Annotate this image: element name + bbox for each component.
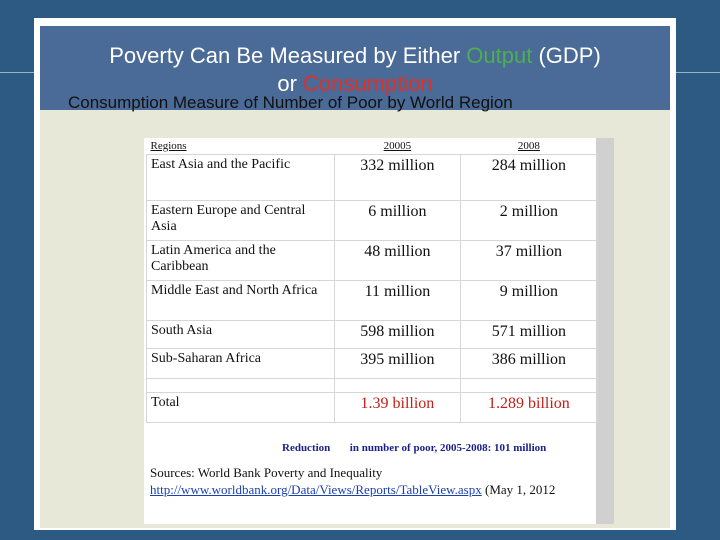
table-total-row: Total 1.39 billion 1.289 billion [146, 392, 599, 423]
title-output: Output [466, 43, 533, 68]
region-cell: Middle East and North Africa [146, 280, 335, 321]
sources-date: (May 1, 2012 [485, 482, 556, 497]
value-cell: 2 million [459, 200, 599, 241]
table-panel-edge [596, 138, 614, 524]
value-cell: 598 million [334, 320, 461, 349]
value-cell: 9 million [459, 280, 599, 321]
sources-note: Sources: World Bank Poverty and Inequali… [150, 464, 600, 498]
reduction-note: Reduction in number of poor, 2005-2008: … [282, 442, 602, 454]
reduction-text: in number of poor, 2005-2008: 101 millio… [349, 442, 547, 454]
slide-title: Poverty Can Be Measured by Either Output… [40, 42, 670, 98]
table-row: Sub-Saharan Africa 395 million 386 milli… [146, 348, 599, 379]
table-header-row: Regions 20005 2008 [147, 138, 598, 155]
table-row: Middle East and North Africa 11 million … [146, 280, 599, 321]
value-cell: 6 million [334, 200, 461, 241]
region-cell: Sub-Saharan Africa [146, 348, 335, 379]
region-cell: Eastern Europe and Central Asia [146, 200, 335, 241]
poverty-table: Regions 20005 2008 East Asia and the Pac… [146, 138, 599, 423]
value-cell: 284 million [459, 154, 599, 201]
title-consumption: Consumption [303, 71, 433, 96]
spacer-cell [459, 378, 599, 393]
table-row: Latin America and the Caribbean 48 milli… [146, 240, 599, 281]
value-cell: 37 million [459, 240, 599, 281]
table-row: East Asia and the Pacific 332 million 28… [146, 154, 599, 201]
spacer-cell [334, 378, 461, 393]
title-part1: Poverty Can Be Measured by Either [109, 43, 467, 68]
header-year-1: 20005 [383, 140, 412, 152]
table-row [146, 378, 599, 393]
title-band: Poverty Can Be Measured by Either Output… [40, 26, 670, 112]
header-regions: Regions [150, 140, 187, 152]
value-cell: 48 million [334, 240, 461, 281]
sources-label: Sources: World Bank Poverty and Inequali… [150, 465, 383, 480]
title-line2-prefix: or [277, 71, 304, 96]
value-cell: 386 million [459, 348, 599, 379]
total-value: 1.289 billion [459, 392, 599, 423]
title-part2: (GDP) [532, 43, 601, 68]
spacer-cell [146, 378, 335, 393]
header-year-2: 2008 [517, 140, 540, 152]
region-cell: South Asia [146, 320, 335, 349]
value-cell: 395 million [334, 348, 461, 379]
region-cell: Latin America and the Caribbean [146, 240, 335, 281]
table-subtitle: Consumption Measure of Number of Poor by… [68, 93, 513, 112]
value-cell: 571 million [459, 320, 599, 349]
total-label: Total [146, 392, 335, 423]
reduction-label: Reduction [282, 442, 331, 454]
table-row: Eastern Europe and Central Asia 6 millio… [146, 200, 599, 241]
value-cell: 11 million [334, 280, 461, 321]
table-row: South Asia 598 million 571 million [146, 320, 599, 349]
value-cell: 332 million [334, 154, 461, 201]
sources-link[interactable]: http://www.worldbank.org/Data/Views/Repo… [150, 482, 482, 497]
total-value: 1.39 billion [334, 392, 461, 423]
region-cell: East Asia and the Pacific [146, 154, 335, 201]
